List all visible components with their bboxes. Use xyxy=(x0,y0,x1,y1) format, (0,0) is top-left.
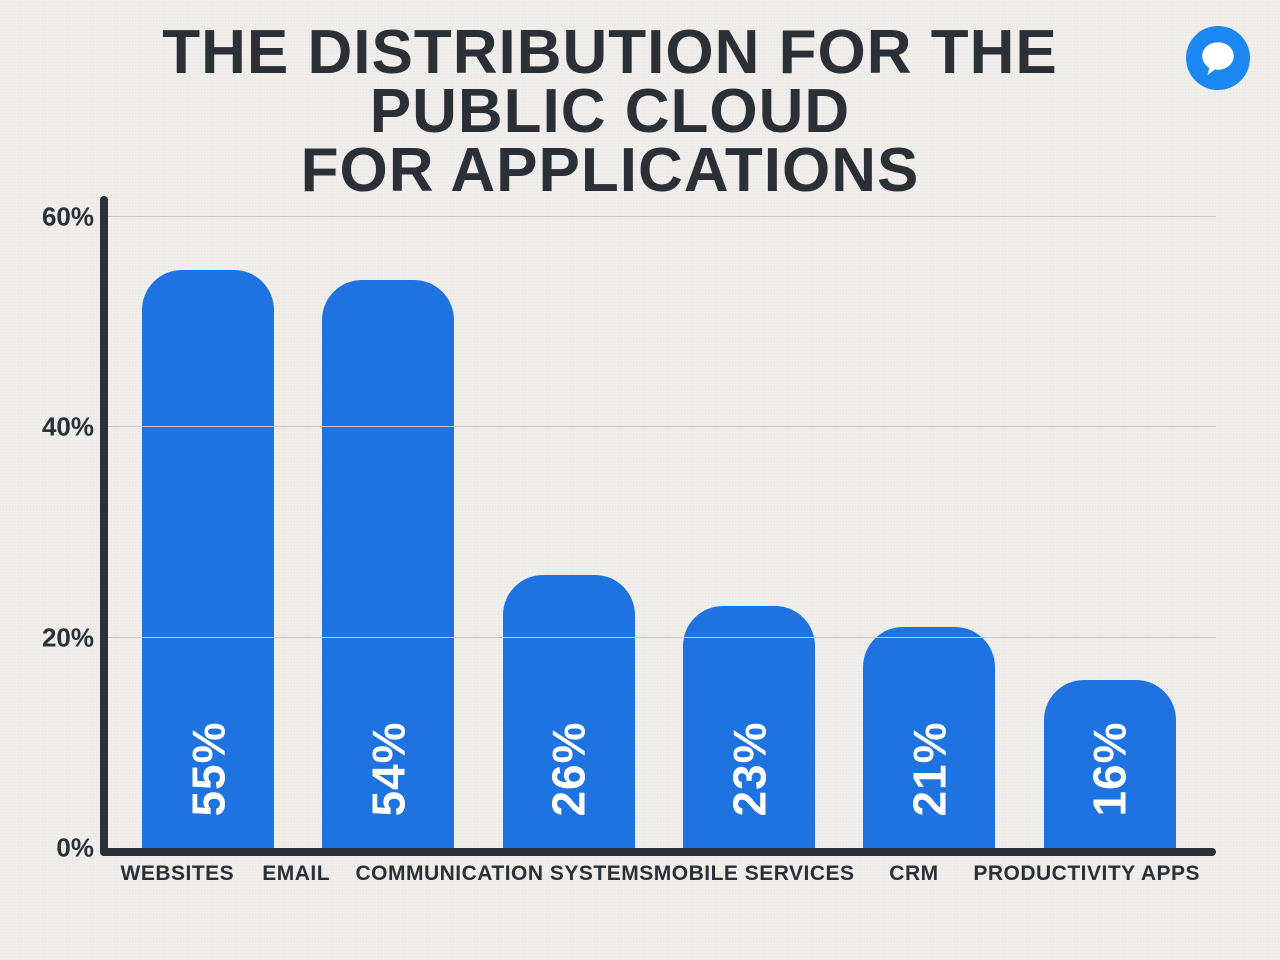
x-axis-label: WEBSITES xyxy=(118,862,237,886)
x-axis-label: EMAIL xyxy=(237,862,356,886)
page-title: THE DISTRIBUTION FOR THE PUBLIC CLOUD FO… xyxy=(70,24,1150,201)
bar-value-label: 54% xyxy=(361,721,415,816)
gridline xyxy=(108,216,1216,217)
x-axis-label: COMMUNICATION SYSTEMS xyxy=(355,862,653,886)
gridline xyxy=(108,637,1216,638)
bar: 55% xyxy=(142,270,274,848)
title-line-1: THE DISTRIBUTION FOR THE PUBLIC CLOUD xyxy=(70,24,1150,142)
gridline xyxy=(108,426,1216,427)
bar: 16% xyxy=(1044,680,1176,848)
y-tick-label: 60% xyxy=(42,202,108,233)
brand-logo-icon xyxy=(1186,26,1250,90)
bar-value-label: 55% xyxy=(181,721,235,816)
bar-value-label: 26% xyxy=(542,721,596,816)
title-line-2: FOR APPLICATIONS xyxy=(70,142,1150,201)
bar: 23% xyxy=(683,606,815,848)
bars-container: 55% 54% 26% 23% 21% 16% xyxy=(108,196,1210,848)
speech-bubble-icon xyxy=(1197,37,1239,79)
bar-slot: 26% xyxy=(479,196,659,848)
bar: 54% xyxy=(322,280,454,848)
x-axis-label: PRODUCTIVITY APPS xyxy=(973,862,1200,886)
bar-value-label: 23% xyxy=(722,721,776,816)
distribution-bar-chart: 55%54%26%23%21%16% 0%20%40%60% xyxy=(100,196,1210,856)
bar-slot: 23% xyxy=(659,196,839,848)
plot-area: 55%54%26%23%21%16% 0%20%40%60% xyxy=(108,196,1210,848)
bar-value-label: 16% xyxy=(1083,721,1137,816)
bar-value-label: 21% xyxy=(902,721,956,816)
y-tick-label: 40% xyxy=(42,412,108,443)
bar-slot: 55% xyxy=(118,196,298,848)
bar-slot: 16% xyxy=(1020,196,1200,848)
y-tick-label: 0% xyxy=(56,833,108,864)
bar-slot: 21% xyxy=(839,196,1019,848)
y-axis xyxy=(100,196,108,856)
bar-slot: 54% xyxy=(298,196,478,848)
bar: 21% xyxy=(863,627,995,848)
x-axis xyxy=(100,848,1216,856)
x-axis-label: CRM xyxy=(855,862,974,886)
x-axis-label: MOBILE SERVICES xyxy=(654,862,855,886)
bar: 26% xyxy=(503,575,635,848)
x-axis-labels: WEBSITESEMAILCOMMUNICATION SYSTEMSMOBILE… xyxy=(108,862,1210,886)
y-tick-label: 20% xyxy=(42,622,108,653)
